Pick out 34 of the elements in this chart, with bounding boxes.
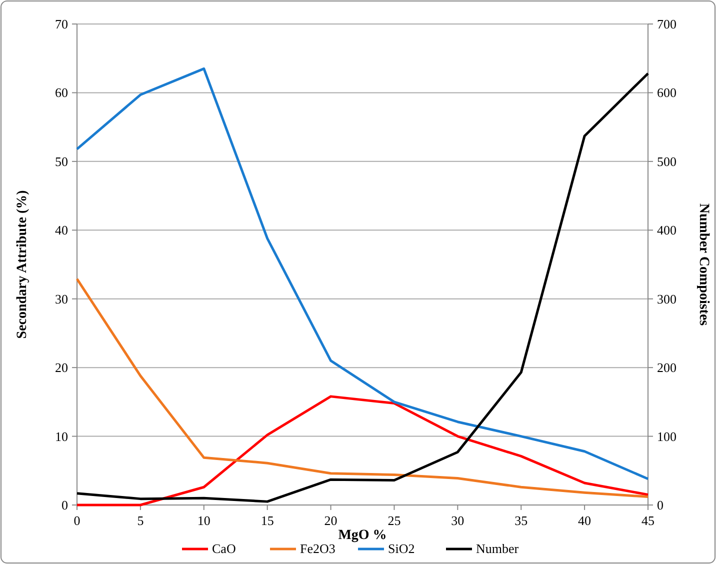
x-tick-label: 10 [197, 513, 210, 528]
x-axis-title: MgO % [338, 528, 387, 543]
y-tick-label: 0 [62, 498, 68, 512]
legend-label: Number [476, 541, 520, 556]
x-tick-label: 40 [578, 513, 592, 528]
x-tick-label: 20 [324, 513, 338, 528]
y2-tick-label: 500 [657, 154, 676, 169]
y2-tick-label: 100 [657, 428, 676, 444]
y2-tick-label: 400 [657, 222, 676, 238]
y-tick-label: 50 [55, 154, 68, 169]
x-tick-label: 0 [74, 513, 80, 528]
y-tick-label: 60 [55, 85, 68, 100]
x-tick-label: 35 [514, 513, 528, 528]
legend-label: Fe2O3 [300, 541, 336, 556]
y2-tick-label: 600 [657, 85, 676, 100]
x-tick-label: 5 [137, 513, 144, 528]
y2-tick-label: 0 [657, 498, 664, 512]
y2-tick-label: 700 [657, 16, 676, 32]
y-tick-label: 40 [55, 222, 68, 238]
x-tick-label: 45 [642, 513, 654, 528]
line-series [76, 278, 650, 498]
y-tick-label: 20 [55, 360, 68, 376]
y2-tick-label: 200 [657, 360, 676, 376]
x-tick-label: 30 [451, 513, 464, 528]
y-axis-title: Secondary Attribute (%) [15, 190, 30, 339]
y-tick-label: 10 [55, 428, 68, 444]
y2-tick-label: 300 [657, 291, 676, 306]
y2-axis-title: Number Compoistes [696, 203, 711, 326]
x-tick-label: 15 [260, 513, 274, 528]
legend-label: CaO [212, 541, 236, 556]
legend-label: SiO2 [388, 541, 415, 556]
x-tick-label: 25 [388, 513, 401, 528]
y-tick-label: 70 [55, 16, 68, 32]
y-tick-label: 30 [55, 291, 68, 306]
